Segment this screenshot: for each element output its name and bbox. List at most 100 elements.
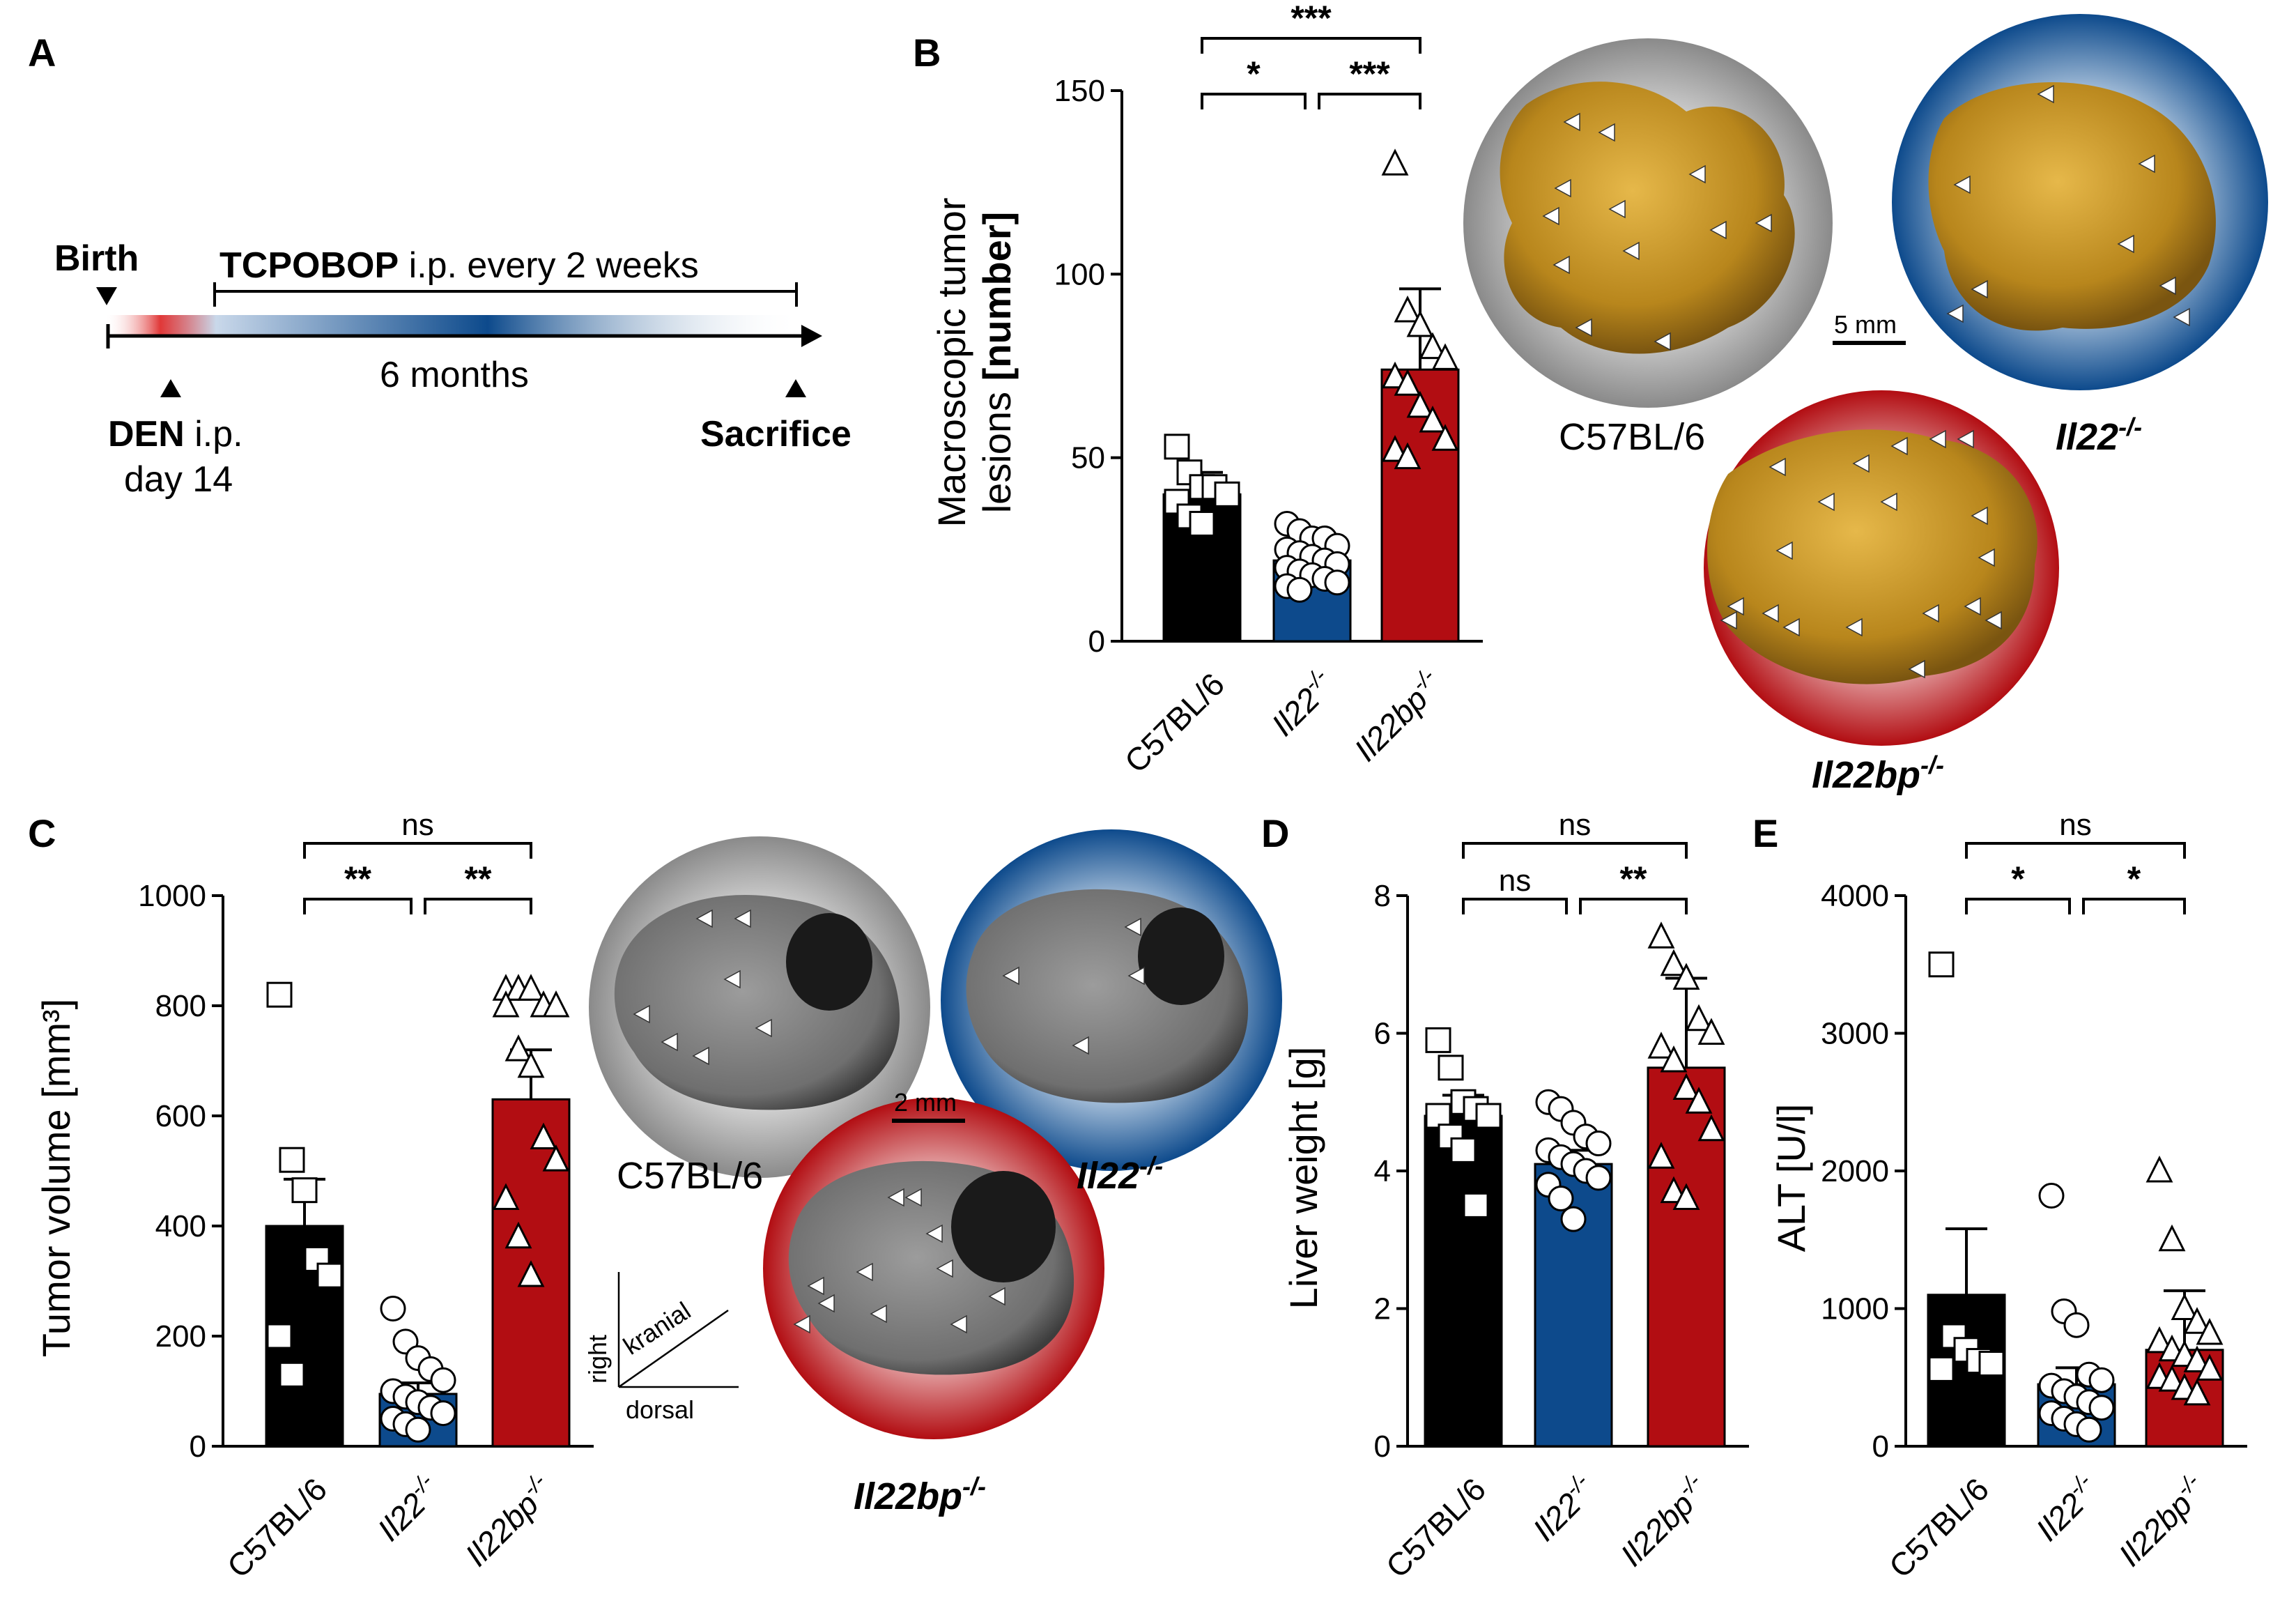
lesion-arrowhead-icon [2138,154,2155,174]
lesion-arrowhead-icon [1946,304,1964,323]
lesion-arrowhead-icon [807,1276,824,1296]
image-label-il22-b: Il22-/- [2056,413,2142,458]
mri-stomach-il22bp [951,1171,1056,1282]
lesion-arrowhead-icon [1542,206,1559,226]
y-tick-label: 400 [155,1209,206,1243]
lesion-arrowhead-icon [817,1294,835,1313]
lesion-markers-il22 [1946,84,2190,327]
data-point-il22 [2038,1183,2065,1209]
tcpobop-rest: i.p. every 2 weeks [399,245,699,286]
data-point-il22bp [492,990,520,1018]
data-point-il22bp [542,990,570,1018]
data-point-il22bp [1419,405,1447,433]
chart-d: 0 2 4 6 8 Liver weight [g] C57BL/6 Il22-/-Il22b… [1281,808,1749,1585]
category-label-il22bp: Il22bp-/- [1345,664,1449,768]
lesion-arrowhead-icon [1127,966,1145,986]
significance-bracket [424,898,532,914]
lesion-arrowhead-icon [1755,213,1772,233]
y-tick-label: 1000 [138,879,206,913]
data-point-il22bp [1672,963,1700,990]
data-point-il22bp [1394,295,1421,323]
den-rest: i.p. [185,414,243,454]
lesion-arrowhead-icon [1957,429,1974,449]
image-label-c57-b: C57BL/6 [1559,416,1705,458]
lesion-arrowhead-icon [1608,199,1626,219]
y-tick-label: 4000 [1821,879,1889,913]
lesion-arrowhead-icon [1929,429,1946,449]
panel-letter-e: E [1752,811,1778,855]
data-point-il22 [2076,1416,2102,1443]
lesion-arrowhead-icon [1880,492,1897,512]
y-tick-label: 4 [1374,1154,1391,1188]
lesion-arrowhead-icon [633,1004,650,1024]
category-label-il22bp: Il22bp-/- [1611,1469,1716,1573]
data-point-il22 [405,1416,431,1443]
category-label-c57: C57BL/6 [1118,666,1231,779]
data-point-il22 [1324,569,1350,596]
y-tick-label: 3000 [1821,1017,1889,1051]
significance-label: ns [2059,808,2091,842]
data-point-il22bp [1660,1045,1688,1073]
data-point-il22 [1286,576,1313,603]
data-point-il22bp [2183,1345,2211,1373]
data-point-il22bp [492,1183,520,1210]
significance-bracket [303,898,413,914]
mri-il22bp [763,1098,1104,1439]
significance-label: ** [465,859,492,898]
y-tick-label: 2000 [1821,1154,1889,1188]
lesion-arrowhead-icon [856,1262,873,1282]
data-point-il22bp [1685,1087,1713,1114]
den-day-label: day 14 [124,459,233,500]
lesion-arrowhead-icon [1890,436,1908,456]
data-point-c57 [1214,481,1240,507]
y-axis-title: ALT [U/l] [1769,1104,1813,1252]
data-point-il22bp [2158,1224,2186,1252]
y-axis-title-line1: Macroscopic tumor [930,197,973,527]
data-point-il22 [1585,1131,1612,1156]
timeline-arrowhead-icon [801,325,822,347]
lesion-arrowhead-icon [870,1304,887,1324]
den-label: DEN i.p. [108,414,243,454]
category-label-il22: Il22-/- [1262,664,1341,743]
data-point-il22bp [2145,1326,2173,1354]
lesion-arrowhead-icon [1953,175,1971,194]
liver-il22bp [1707,429,2037,684]
data-point-il22 [1585,1165,1612,1191]
lesion-arrowhead-icon [1908,659,1925,679]
lesion-arrowhead-icon [755,1018,772,1038]
lesion-arrowhead-icon [1563,112,1580,132]
panel-a: A Birth TCPOBOP i.p. every 2 weeks 6 mon… [28,31,852,500]
y-tick-label: 0 [1872,1430,1889,1464]
y-axis-title: Liver weight [g] [1281,1047,1325,1310]
significance-label: * [2011,859,2025,898]
data-point-il22bp [530,1122,557,1150]
category-label-c57: C57BL/6 [220,1471,334,1584]
orientation-dorsal-label: dorsal [626,1395,694,1424]
liver-c57 [1500,82,1795,354]
panel-c: C 0 200 400 600 800 1000 Tumor volume [mm³] C57… [28,808,1282,1585]
data-point-c57 [1475,1103,1502,1129]
panel-d: D 0 2 4 6 8 Liver weight [g] C57BL/6 Il22-/-Il2… [1261,808,1749,1585]
lesion-markers-c57 [1542,112,1772,351]
data-point-il22 [430,1400,456,1427]
lesion-arrowhead-icon [988,1287,1006,1306]
sacrifice-label: Sacrifice [700,414,852,454]
significance-bracket [1201,37,1421,54]
category-label-c57: C57BL/6 [1882,1471,1996,1584]
data-point-il22bp [1697,1018,1725,1045]
duration-label: 6 months [380,355,529,395]
significance-label: *** [1349,54,1390,93]
lesion-arrowhead-icon [734,909,751,928]
panel-letter-b: B [913,31,941,75]
lesion-arrowhead-icon [1622,241,1640,261]
liver-il22 [1928,82,2216,331]
data-point-il22 [2088,1395,2115,1421]
category-label-c57: C57BL/6 [1379,1471,1493,1584]
tcpobop-bold: TCPOBOP [219,245,399,286]
y-tick-label: 200 [155,1319,206,1354]
data-point-c57 [1978,1351,2005,1377]
y-tick-label: 6 [1374,1017,1391,1051]
significance-label: ns [401,808,433,842]
mri-c57 [589,836,930,1178]
